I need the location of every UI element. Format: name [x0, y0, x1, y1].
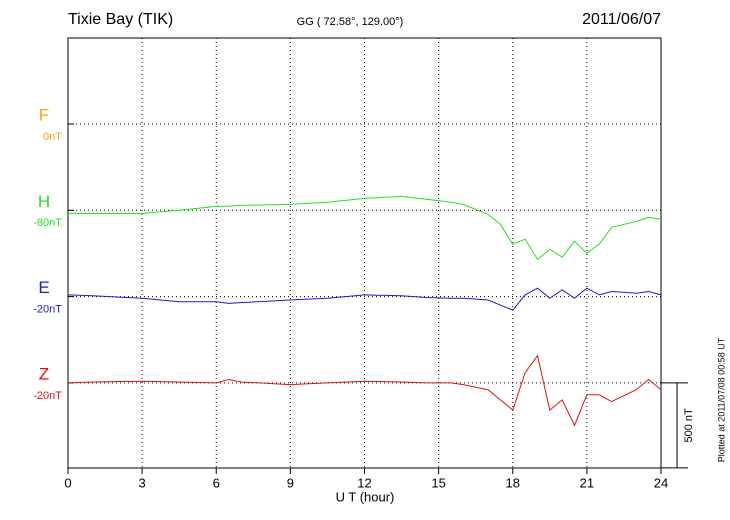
baseline-label: -20nT	[33, 304, 62, 316]
legend-name: E	[38, 278, 49, 297]
legend-name: H	[38, 192, 50, 211]
x-tick-label: 21	[580, 475, 594, 490]
trace	[67, 287, 662, 311]
x-tick-label: 18	[506, 475, 520, 490]
chart-title: Tixie Bay (TIK)	[68, 11, 173, 28]
scale-bar-label: 500 nT	[683, 408, 695, 443]
trace	[67, 354, 662, 427]
trace	[68, 195, 662, 261]
baseline-label: -20nT	[33, 390, 62, 402]
legend-name: Z	[39, 364, 49, 383]
legend-name: F	[39, 105, 49, 124]
chart-subtitle: GG ( 72.58°, 129.00°)	[297, 16, 404, 28]
x-axis-label: U T (hour)	[336, 489, 395, 504]
baseline-label: -80nT	[33, 217, 62, 229]
x-tick-label: 12	[357, 475, 371, 490]
footnote: Plotted at 2011/07/08 00:58 UT	[716, 337, 726, 462]
chart-date: 2011/06/07	[582, 11, 661, 28]
x-tick-label: 15	[431, 475, 445, 490]
x-tick-label: 9	[287, 475, 294, 490]
x-tick-label: 24	[654, 475, 668, 490]
x-tick-label: 3	[139, 475, 146, 490]
x-tick-label: 6	[213, 475, 220, 490]
x-tick-label: 0	[64, 475, 71, 490]
baseline-label: 0nT	[43, 131, 62, 143]
